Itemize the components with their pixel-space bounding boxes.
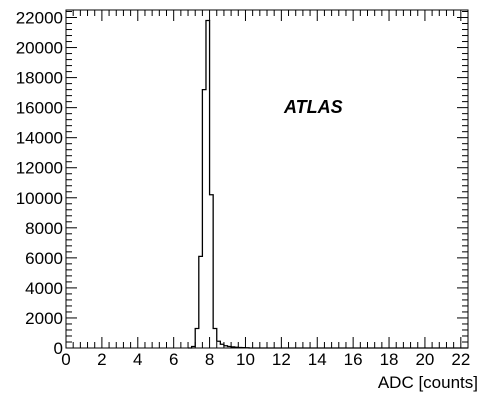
x-tick-label: 18 <box>380 350 399 369</box>
x-tick-label: 2 <box>97 350 106 369</box>
x-tick-label: 8 <box>205 350 214 369</box>
axis-ticks <box>65 10 469 349</box>
y-tick-label: 4000 <box>25 279 63 298</box>
axis-tick-labels: 0 2 4 6 8 10 12 14 16 18 20 22 0 2000 4000 6000 8000 1000… <box>16 9 471 369</box>
x-axis-title: ADC [counts] <box>378 373 478 392</box>
x-tick-label: 10 <box>236 350 255 369</box>
y-tick-label: 10000 <box>16 189 63 208</box>
x-tick-label: 12 <box>272 350 291 369</box>
x-tick-label: 0 <box>61 350 70 369</box>
y-tick-label: 2000 <box>25 309 63 328</box>
x-tick-label: 14 <box>308 350 327 369</box>
x-tick-label: 6 <box>169 350 178 369</box>
x-tick-label: 16 <box>344 350 363 369</box>
y-tick-label: 16000 <box>16 99 63 118</box>
y-tick-label: 14000 <box>16 129 63 148</box>
x-tick-label: 22 <box>451 350 470 369</box>
histogram-series <box>188 19 468 349</box>
y-tick-label: 22000 <box>16 9 63 28</box>
plot-frame <box>65 9 469 349</box>
y-tick-label: 18000 <box>16 69 63 88</box>
y-tick-label: 0 <box>54 339 63 358</box>
x-tick-label: 4 <box>133 350 142 369</box>
y-tick-label: 12000 <box>16 159 63 178</box>
y-tick-label: 6000 <box>25 249 63 268</box>
y-tick-label: 20000 <box>16 39 63 58</box>
y-tick-label: 8000 <box>25 219 63 238</box>
x-tick-label: 20 <box>415 350 434 369</box>
atlas-label: ATLAS <box>283 97 343 117</box>
